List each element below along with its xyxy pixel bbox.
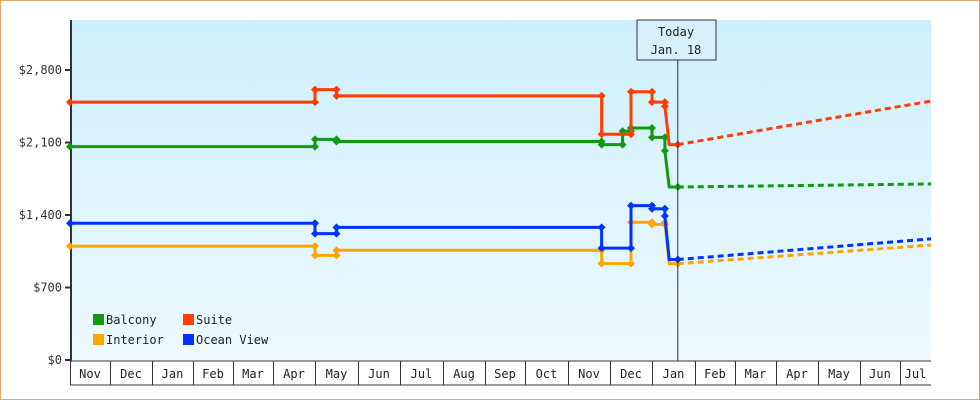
data-point-marker[interactable] <box>311 219 319 228</box>
series-lines <box>66 85 932 268</box>
data-point-marker[interactable] <box>311 242 319 251</box>
x-tick-label: May <box>828 367 850 381</box>
legend-item-ocean-view[interactable]: Ocean View <box>183 333 269 347</box>
series-suite <box>66 85 932 149</box>
x-tick-label: Sep <box>494 367 516 381</box>
y-tick-label: $0 <box>48 353 62 367</box>
today-date: Jan. 18 <box>651 43 702 57</box>
legend-label: Interior <box>106 333 164 347</box>
series-balcony <box>66 124 932 192</box>
y-tick-label: $1,400 <box>19 208 62 222</box>
data-point-marker[interactable] <box>597 140 606 149</box>
data-point-marker[interactable] <box>660 98 669 107</box>
legend-swatch <box>93 314 104 325</box>
x-tick-label: Jul <box>905 367 927 381</box>
data-point-marker[interactable] <box>627 244 635 253</box>
legend-swatch <box>183 314 194 325</box>
y-tick-label: $2,800 <box>19 63 62 77</box>
data-point-marker[interactable] <box>332 223 341 232</box>
data-point-marker[interactable] <box>648 98 656 107</box>
data-point-marker[interactable] <box>311 229 319 238</box>
data-point-marker[interactable] <box>311 135 319 144</box>
legend-swatch <box>183 334 194 345</box>
x-tick-label: Dec <box>620 367 642 381</box>
data-point-marker[interactable] <box>597 259 606 268</box>
x-tick-label: Mar <box>242 367 264 381</box>
data-point-marker[interactable] <box>66 98 74 107</box>
data-point-marker[interactable] <box>660 212 669 221</box>
data-point-marker[interactable] <box>332 246 341 255</box>
data-point-marker[interactable] <box>332 229 341 238</box>
x-tick-label: Jun <box>368 367 390 381</box>
x-tick-label: Nov <box>79 367 101 381</box>
data-point-marker[interactable] <box>332 137 341 146</box>
data-point-marker[interactable] <box>627 259 635 268</box>
data-point-marker[interactable] <box>597 244 606 253</box>
x-tick-label: Feb <box>704 367 726 381</box>
x-tick-label: May <box>326 367 348 381</box>
data-point-marker[interactable] <box>627 130 635 139</box>
legend-label: Suite <box>196 313 232 327</box>
x-tick-label: Jan <box>162 367 184 381</box>
legend-item-suite[interactable]: Suite <box>183 313 232 327</box>
forecast-line <box>677 99 932 147</box>
data-point-marker[interactable] <box>627 201 635 210</box>
y-tick-label: $700 <box>33 281 62 295</box>
data-point-marker[interactable] <box>311 251 319 260</box>
data-point-marker[interactable] <box>618 140 627 149</box>
data-point-marker[interactable] <box>332 251 341 260</box>
legend-item-interior[interactable]: Interior <box>93 333 164 347</box>
x-tick-label: Apr <box>786 367 808 381</box>
data-point-marker[interactable] <box>597 130 606 139</box>
x-tick-label: Apr <box>283 367 305 381</box>
data-point-marker[interactable] <box>311 98 319 107</box>
y-axis: $0 $700 $1,400 $2,100 $2,800 <box>19 20 72 367</box>
data-point-marker[interactable] <box>597 223 606 232</box>
x-tick-label: Feb <box>202 367 224 381</box>
data-point-marker[interactable] <box>660 102 669 111</box>
y-tick-label: $2,100 <box>19 136 62 150</box>
legend-item-balcony[interactable]: Balcony <box>93 313 157 327</box>
x-tick-label: Jan <box>663 367 685 381</box>
x-tick-label: Jul <box>411 367 433 381</box>
today-label: Today <box>658 25 694 39</box>
x-tick-label: Jun <box>869 367 891 381</box>
data-point-marker[interactable] <box>648 133 656 142</box>
data-point-marker[interactable] <box>597 91 606 100</box>
legend: Balcony Suite Interior Ocean View <box>93 313 269 347</box>
legend-swatch <box>93 334 104 345</box>
x-tick-label: Oct <box>536 367 558 381</box>
today-label-box <box>636 19 717 61</box>
x-axis: Nov Dec Jan Feb Mar Apr May Jun Jul Aug Sep Oct Nov D… <box>70 360 931 386</box>
data-point-marker[interactable] <box>66 242 74 251</box>
x-tick-label: Nov <box>578 367 600 381</box>
data-point-marker[interactable] <box>627 87 635 96</box>
data-point-marker[interactable] <box>66 142 74 151</box>
forecast-line <box>677 237 932 262</box>
data-point-marker[interactable] <box>332 91 341 100</box>
data-point-marker[interactable] <box>332 85 341 94</box>
data-point-marker[interactable] <box>66 219 74 228</box>
legend-label: Balcony <box>106 313 157 327</box>
data-point-marker[interactable] <box>648 124 656 132</box>
data-point-marker[interactable] <box>660 204 669 213</box>
data-point-marker[interactable] <box>648 87 656 96</box>
data-point-marker[interactable] <box>648 204 656 213</box>
x-tick-label: Mar <box>745 367 767 381</box>
x-tick-label: Dec <box>120 367 142 381</box>
legend-label: Ocean View <box>196 333 269 347</box>
plot-area <box>71 20 931 360</box>
today-marker: Today Jan. 18 <box>636 19 717 361</box>
forecast-line <box>677 182 932 189</box>
series-ocean-view <box>66 201 932 264</box>
data-point-marker[interactable] <box>311 142 319 151</box>
forecast-line <box>677 243 932 266</box>
x-tick-label: Aug <box>453 367 475 381</box>
data-point-marker[interactable] <box>311 85 319 94</box>
data-point-marker[interactable] <box>660 146 669 155</box>
data-point-marker[interactable] <box>648 220 656 229</box>
